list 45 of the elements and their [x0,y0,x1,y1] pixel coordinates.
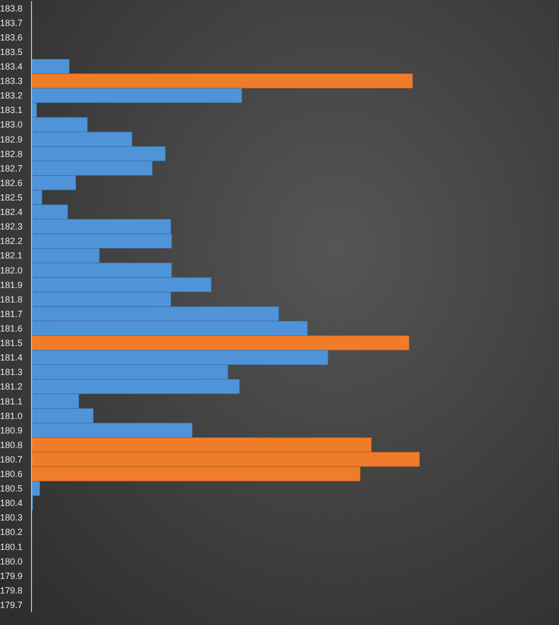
y-tick-label: 183.2 [0,90,22,101]
y-tick-label: 181.5 [0,338,22,348]
y-tick-label: 181.7 [0,308,22,319]
y-tick-label: 181.1 [0,396,22,406]
y-tick-label: 180.6 [0,469,22,480]
y-tick-label: 179.9 [0,570,22,581]
y-tick-label: 182.4 [0,207,22,218]
bar [31,58,70,74]
y-tick-label: 180.7 [0,454,22,464]
y-tick-label: 180.2 [0,527,22,538]
y-tick-label: 181.6 [0,323,22,334]
y-tick-label: 179.7 [0,600,22,610]
bar [31,74,413,88]
y-tick-label: 182.0 [0,265,22,276]
y-tick-label: 180.4 [0,498,22,508]
y-tick-label: 181.9 [0,280,22,290]
y-tick-label: 182.6 [0,178,22,188]
y-tick-label: 180.5 [0,484,22,494]
y-tick-label: 183.4 [0,62,22,72]
y-tick-label: 180.8 [0,440,22,450]
y-tick-label: 182.2 [0,236,22,246]
y-tick-label: 181.2 [0,382,22,392]
y-tick-label: 183.3 [0,76,22,86]
y-tick-label: 183.7 [0,18,22,28]
y-tick-label: 182.8 [0,148,22,159]
y-tick-label: 182.1 [0,250,22,261]
y-tick-label: 182.5 [0,192,22,202]
y-tick-label: 180.3 [0,512,22,523]
y-tick-label: 182.7 [0,163,22,174]
y-tick-label: 181.4 [0,352,22,363]
y-tick-label: 181.8 [0,294,22,304]
y-tick-label: 180.9 [0,425,22,436]
y-tick-label: 179.8 [0,585,22,596]
y-tick-label: 183.8 [0,3,22,14]
y-tick-label: 180.1 [0,542,22,552]
y-tick-label: 182.9 [0,134,22,144]
y-tick-label: 183.5 [0,46,22,57]
y-tick-label: 183.6 [0,32,22,42]
y-tick-label: 180.0 [0,556,22,566]
y-tick-label: 181.0 [0,410,22,421]
y-tick-label: 181.3 [0,367,22,378]
bar [31,336,410,350]
y-tick-label: 182.3 [0,222,22,232]
y-tick-label: 183.0 [0,120,22,130]
y-tick-label: 183.1 [0,105,22,116]
